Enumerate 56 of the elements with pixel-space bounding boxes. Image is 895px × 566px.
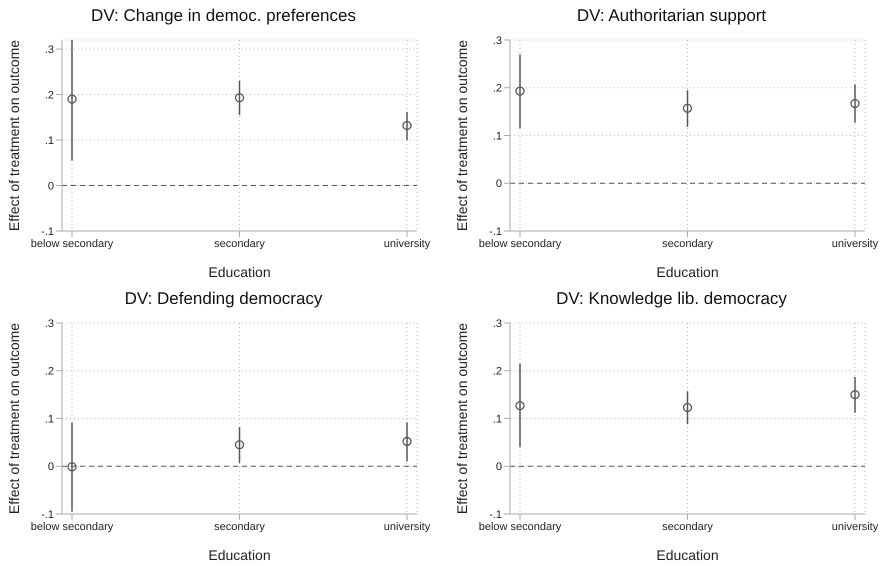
y-tick-label: .2	[44, 89, 54, 102]
point	[402, 436, 412, 446]
x-tick-label: below secondary	[30, 520, 114, 533]
x-tick-label: secondary	[214, 520, 266, 533]
point	[515, 86, 525, 96]
x-axis-title: Education	[656, 264, 719, 280]
point	[67, 94, 77, 104]
x-axis-title: Education	[208, 264, 271, 280]
y-tick-label: .2	[492, 366, 502, 378]
x-tick-label: below secondary	[478, 238, 562, 250]
y-tick-label: .1	[44, 413, 54, 426]
y-tick-label: -.1	[41, 226, 54, 238]
x-tick-label: university	[384, 238, 431, 250]
point	[850, 98, 860, 108]
chart-title: DV: Authoritarian support	[576, 6, 768, 26]
y-axis-title: Effect of treatment on outcome	[6, 322, 22, 514]
x-tick-label: university	[832, 520, 879, 533]
point	[682, 104, 692, 113]
y-tick-label: -.1	[41, 508, 54, 521]
y-tick-label: -.1	[489, 508, 502, 521]
point	[682, 402, 692, 412]
y-tick-label: .3	[44, 44, 54, 56]
point	[515, 400, 525, 410]
y-axis-title: Effect of treatment on outcome	[454, 40, 470, 232]
x-tick-label: secondary	[214, 238, 266, 250]
point	[402, 120, 412, 130]
chart-title: DV: Knowledge lib. democracy	[555, 289, 788, 309]
x-tick-label: secondary	[662, 238, 714, 250]
y-tick-label: .2	[492, 82, 502, 95]
y-tick-label: .3	[44, 318, 54, 330]
point	[234, 440, 244, 450]
y-tick-label: -.1	[489, 226, 502, 238]
y-tick-label: 0	[496, 178, 502, 190]
y-tick-label: 0	[48, 461, 54, 474]
x-axis-title: Education	[208, 547, 271, 563]
y-tick-label: .1	[492, 413, 502, 426]
x-tick-label: secondary	[662, 520, 714, 533]
x-tick-label: below secondary	[478, 520, 562, 533]
y-tick-label: .3	[492, 34, 502, 47]
y-axis-title: Effect of treatment on outcome	[454, 322, 470, 514]
chart-title: DV: Change in democ. preferences	[90, 6, 357, 26]
chart-title: DV: Defending democracy	[124, 289, 324, 309]
y-axis-title: Effect of treatment on outcome	[6, 40, 22, 232]
x-tick-label: university	[384, 520, 431, 533]
point	[850, 390, 860, 400]
point	[234, 93, 244, 102]
y-tick-label: .2	[44, 366, 54, 378]
x-tick-label: below secondary	[30, 238, 114, 250]
y-tick-label: .3	[492, 318, 502, 330]
y-tick-label: 0	[48, 180, 54, 192]
x-axis-title: Education	[656, 547, 719, 563]
y-tick-label: .1	[44, 134, 54, 147]
y-tick-label: .1	[492, 130, 502, 142]
y-tick-label: 0	[496, 461, 502, 474]
point	[67, 462, 77, 472]
x-tick-label: university	[832, 238, 879, 250]
